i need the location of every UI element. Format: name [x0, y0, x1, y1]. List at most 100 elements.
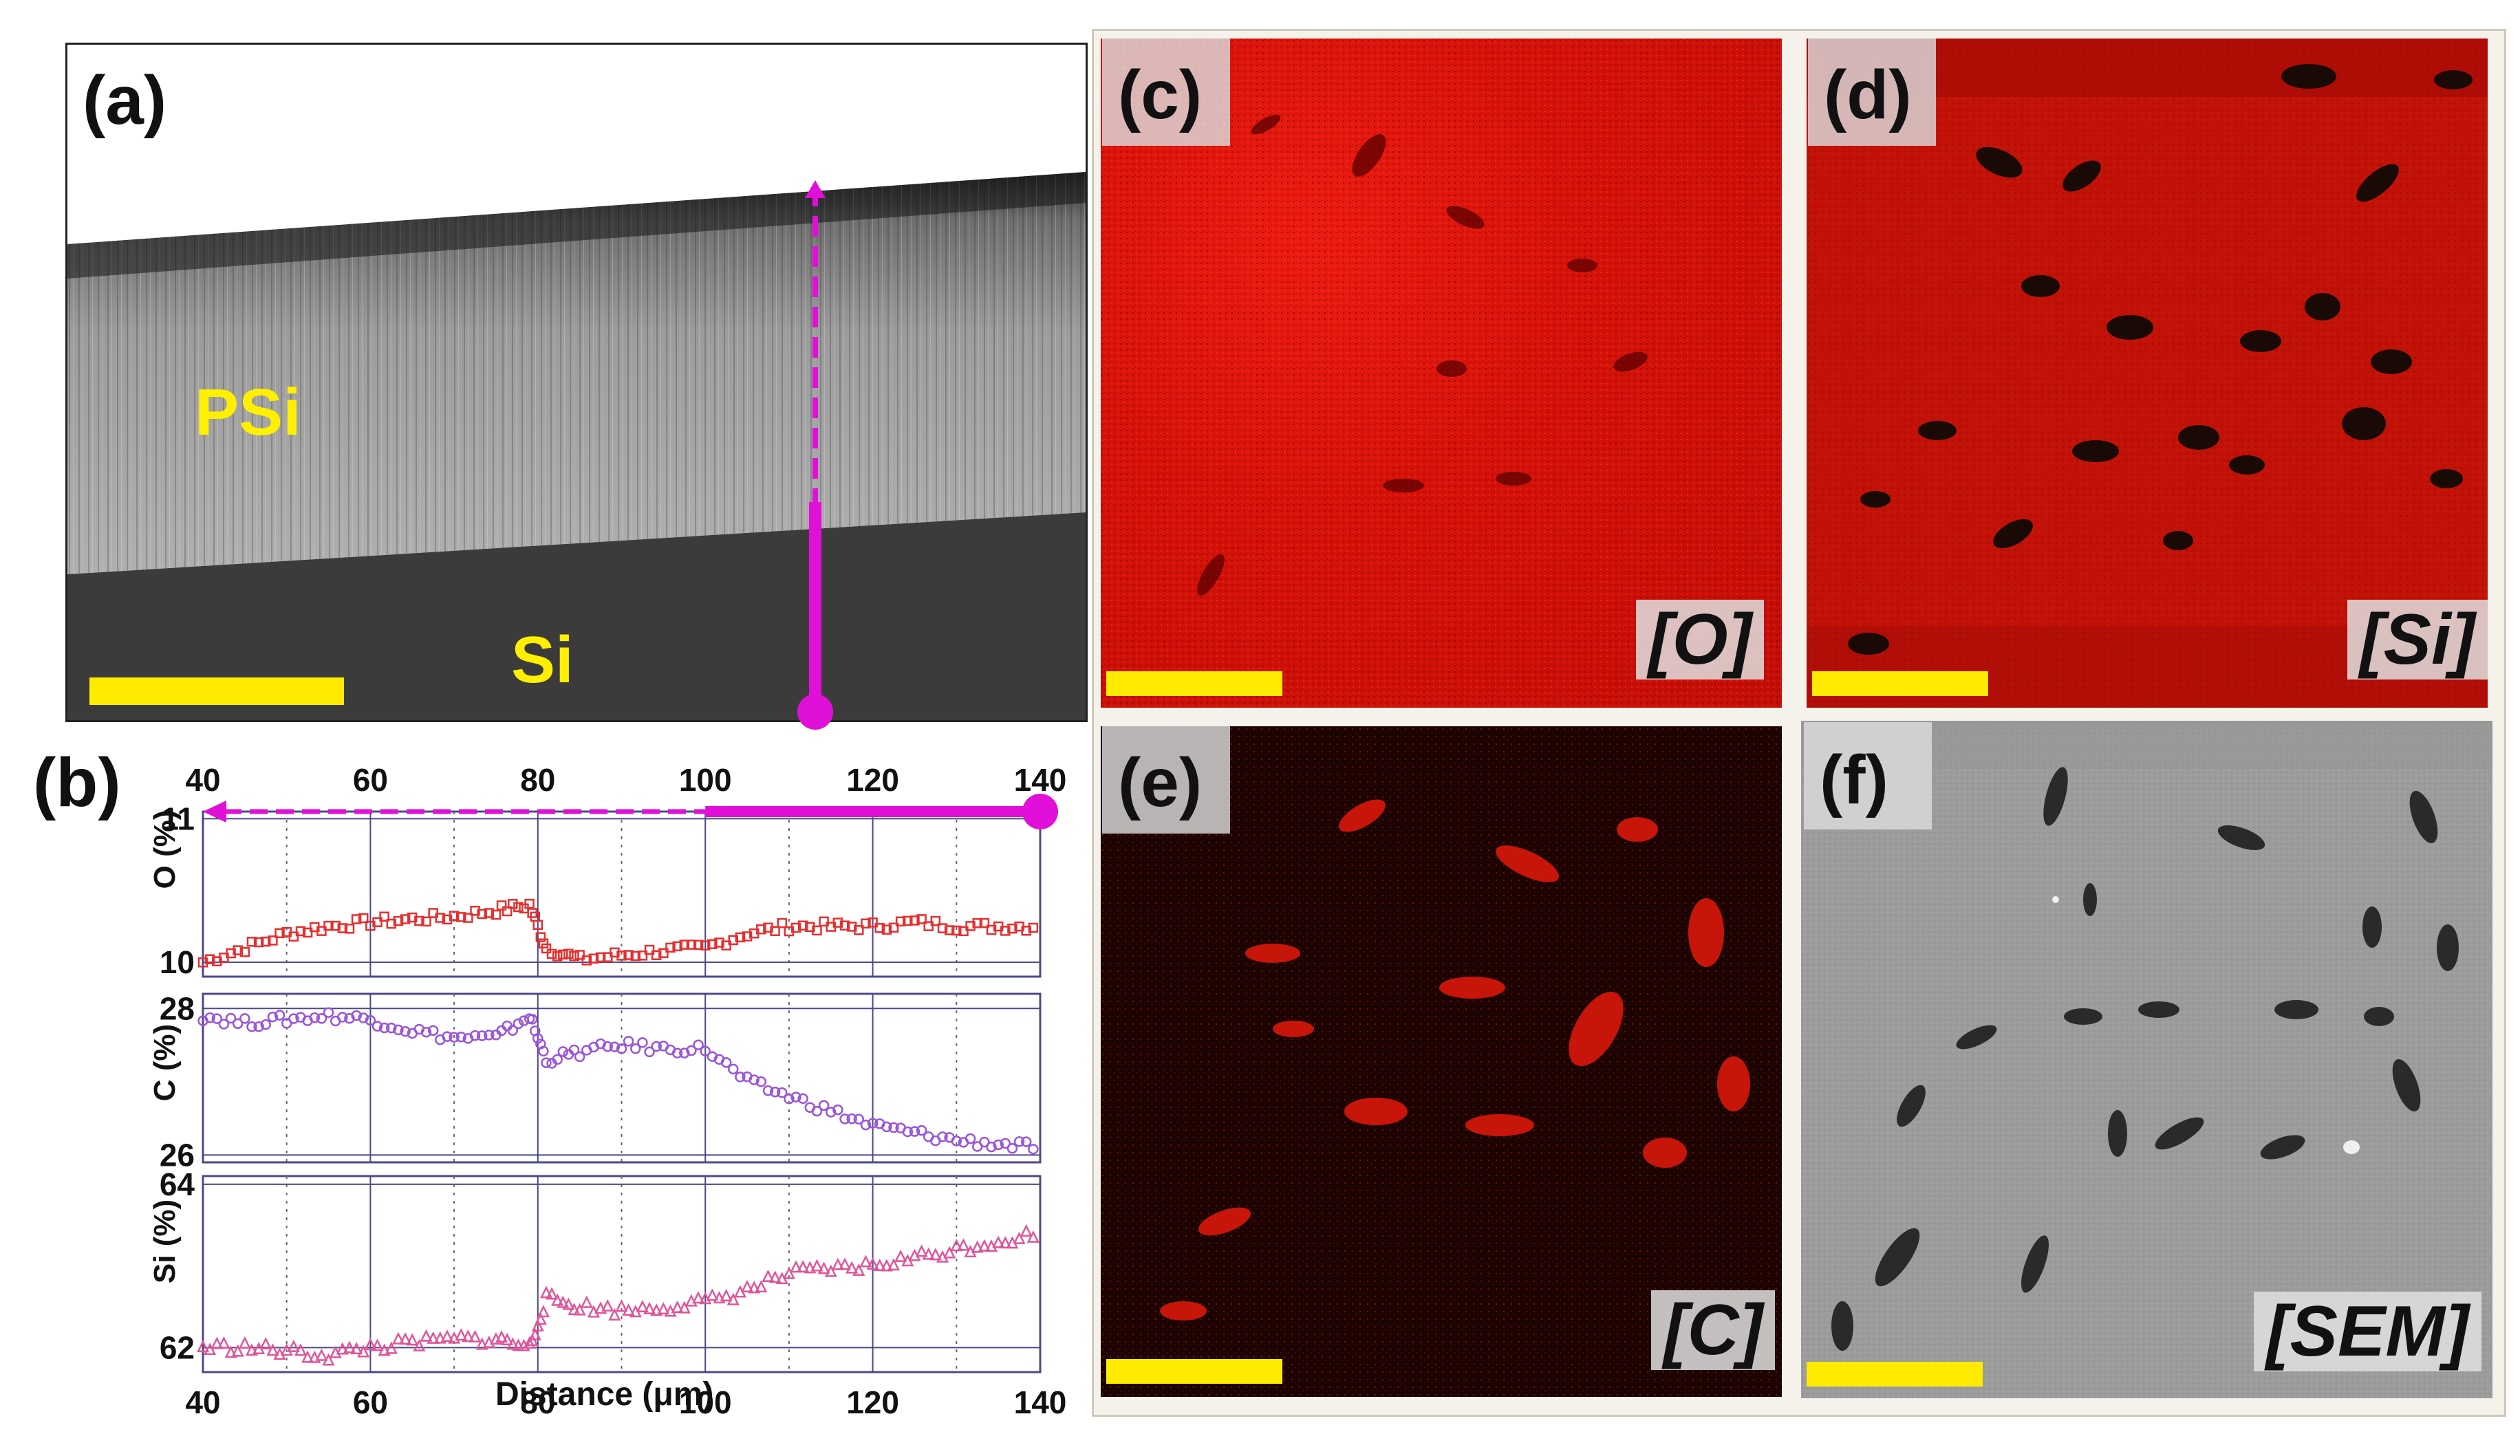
data-point-o	[502, 906, 513, 917]
data-point-c	[720, 1057, 732, 1068]
data-point-c	[538, 1045, 549, 1057]
data-point-c	[557, 1046, 569, 1057]
data-point-c	[937, 1131, 948, 1142]
data-point-si	[357, 1345, 370, 1358]
ytick-label-Si: 62	[160, 1329, 195, 1365]
data-point-si	[315, 1348, 328, 1361]
data-point-c	[826, 1107, 837, 1118]
data-point-o	[233, 945, 243, 955]
data-point-c	[358, 1012, 369, 1023]
data-point-c	[1000, 1138, 1011, 1149]
panel-c	[1101, 39, 1782, 708]
data-point-c	[832, 1104, 843, 1116]
xtick-label-bottom: 140	[1014, 1384, 1067, 1420]
data-point-c	[246, 1021, 257, 1032]
cross-section-image	[67, 172, 1086, 720]
data-point-si	[238, 1336, 251, 1349]
data-point-o	[524, 898, 535, 909]
data-point-si	[546, 1287, 559, 1300]
data-point-o	[832, 917, 843, 928]
data-point-c	[337, 1012, 348, 1023]
data-point-o	[288, 931, 299, 942]
data-point-c	[288, 1013, 299, 1024]
data-point-si	[350, 1342, 363, 1355]
data-point-c	[218, 1019, 230, 1030]
data-point-o	[693, 939, 704, 950]
data-point-si	[573, 1303, 586, 1316]
data-point-c	[427, 1025, 439, 1036]
data-point-si	[894, 1249, 907, 1262]
panel-e	[1101, 726, 1782, 1397]
data-point-c	[420, 1027, 432, 1038]
xtick-label-top: 40	[185, 762, 220, 798]
panel-f	[1801, 721, 2492, 1398]
data-point-c	[993, 1139, 1004, 1151]
data-point-si	[755, 1280, 768, 1293]
data-point-o	[909, 915, 920, 926]
data-point-si	[741, 1279, 754, 1292]
data-point-si	[650, 1303, 663, 1316]
data-point-o	[700, 940, 711, 950]
data-point-c	[316, 1013, 327, 1024]
data-point-c	[400, 1025, 411, 1037]
tag-carbon: [C]	[1651, 1290, 1776, 1370]
data-point-si	[440, 1329, 453, 1343]
data-point-o	[386, 918, 397, 929]
data-point-si	[748, 1281, 761, 1294]
data-point-o	[672, 941, 682, 952]
data-point-si	[287, 1339, 300, 1352]
data-point-o	[679, 939, 690, 950]
data-point-o	[637, 950, 648, 961]
data-point-c	[225, 1012, 237, 1024]
data-point-o	[916, 914, 927, 924]
data-point-o	[569, 950, 579, 961]
data-point-o	[777, 917, 788, 928]
data-point-o	[937, 923, 948, 933]
data-point-c	[735, 1072, 746, 1083]
data-point-c	[846, 1113, 857, 1124]
data-point-si	[622, 1303, 635, 1316]
data-point-si	[1020, 1224, 1033, 1237]
data-point-c	[630, 1043, 641, 1054]
data-point-o	[449, 911, 460, 921]
data-point-si	[217, 1336, 230, 1349]
data-point-c	[790, 1091, 801, 1102]
data-point-si	[706, 1288, 719, 1301]
data-point-o	[393, 915, 404, 926]
data-point-c	[568, 1044, 580, 1056]
data-point-si	[720, 1289, 733, 1302]
data-point-o	[351, 914, 362, 924]
data-point-o	[532, 920, 543, 931]
data-point-o	[616, 950, 627, 961]
data-point-o	[484, 908, 495, 918]
xtick-label-top: 100	[679, 762, 732, 798]
data-point-c	[386, 1022, 397, 1034]
data-point-c	[671, 1047, 683, 1058]
data-point-si	[534, 1312, 547, 1325]
data-point-si	[343, 1340, 356, 1354]
data-point-o	[372, 917, 383, 928]
sem-image	[1801, 721, 2492, 1398]
data-point-o	[581, 955, 592, 966]
data-point-o	[379, 911, 389, 922]
data-point-o	[742, 931, 753, 942]
data-point-c	[393, 1024, 404, 1036]
scale-bar	[1106, 671, 1282, 696]
data-point-o	[623, 950, 634, 960]
data-point-o	[707, 939, 718, 950]
data-point-c	[616, 1043, 627, 1054]
xtick-label-bottom: 40	[185, 1384, 220, 1420]
data-point-c	[867, 1118, 879, 1129]
data-point-si	[371, 1338, 384, 1351]
data-point-c	[484, 1030, 495, 1041]
data-point-si	[929, 1248, 942, 1261]
data-point-si	[231, 1344, 244, 1357]
data-point-c	[513, 1018, 524, 1030]
data-point-si	[364, 1338, 377, 1351]
data-point-o	[1000, 926, 1011, 936]
data-point-si	[657, 1302, 670, 1315]
data-point-si	[978, 1239, 991, 1252]
data-point-si	[406, 1333, 419, 1346]
scan-arrow-head	[203, 801, 226, 823]
data-point-o	[972, 917, 982, 928]
